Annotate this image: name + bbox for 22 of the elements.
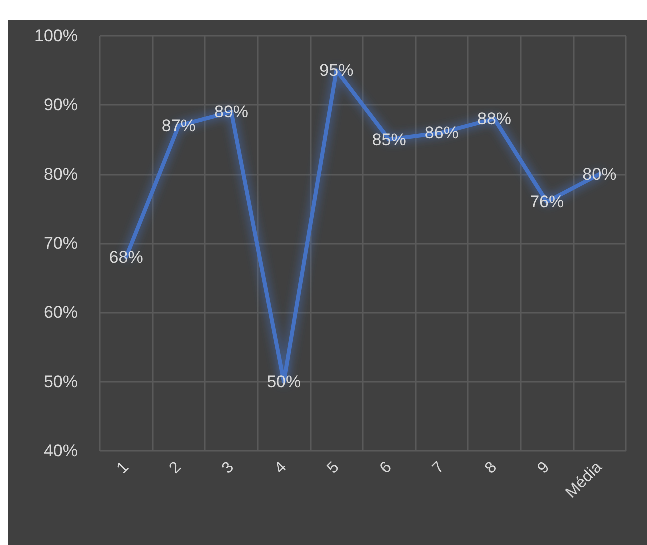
data-label: 80% [582, 164, 617, 184]
x-tick-label: 5 [324, 458, 343, 478]
x-tick-label: 4 [272, 458, 290, 478]
x-tick-label: 3 [219, 458, 238, 478]
y-tick-label: 60% [44, 303, 78, 322]
y-tick-label: 80% [44, 164, 78, 184]
data-label: 68% [109, 248, 144, 267]
data-label: 50% [267, 372, 302, 392]
x-tick-label: 1 [114, 458, 132, 478]
x-tick-label: 7 [430, 458, 448, 478]
y-tick-label: 50% [44, 372, 78, 392]
data-label: 89% [214, 102, 249, 122]
x-tick-label: 6 [377, 458, 396, 478]
y-tick-label: 100% [34, 26, 78, 46]
data-label: 76% [530, 192, 564, 212]
x-tick-label: 9 [534, 458, 554, 478]
y-tick-label: 90% [44, 96, 78, 115]
y-tick-label: 70% [44, 234, 78, 253]
y-tick-label: 40% [44, 442, 78, 460]
x-tick-label: 8 [482, 458, 501, 478]
data-label: 95% [320, 61, 354, 80]
x-tick-label: 2 [166, 458, 185, 478]
